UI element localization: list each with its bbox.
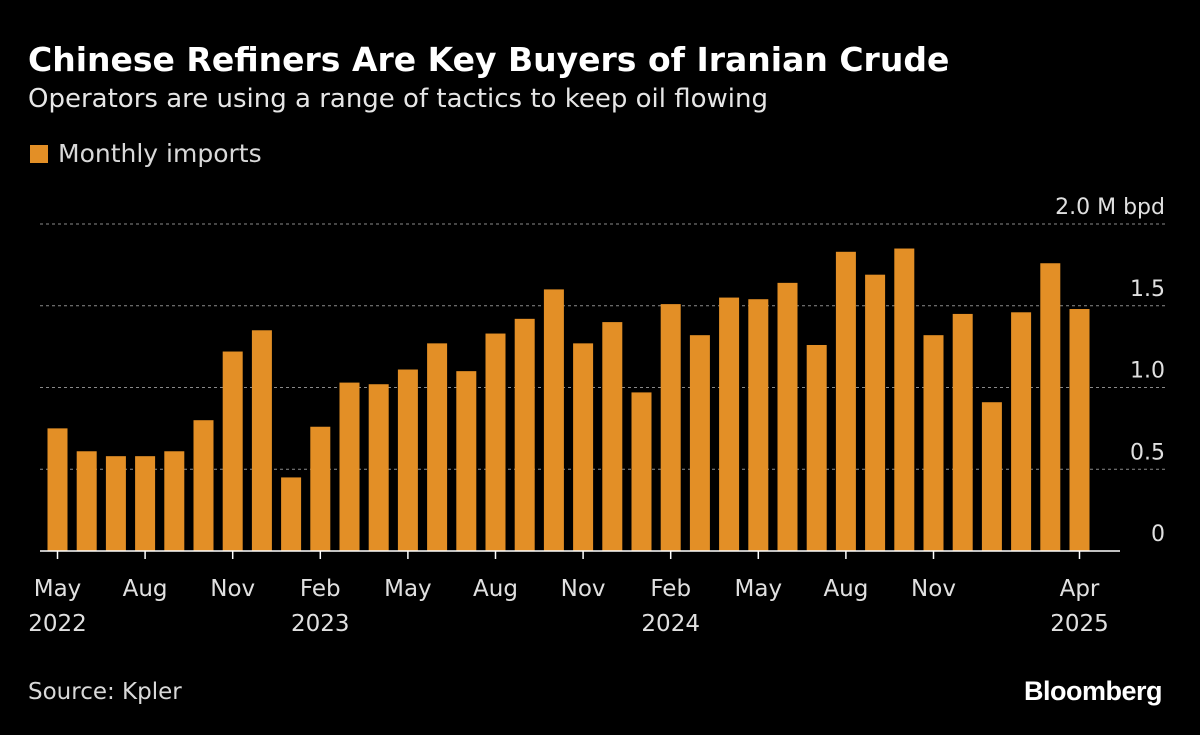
x-tick-label: Aug <box>473 576 518 602</box>
bar-2023-11 <box>573 343 594 551</box>
chart-subtitle: Operators are using a range of tactics t… <box>28 84 768 114</box>
bar-2024-05 <box>748 299 769 551</box>
x-tick-label: May <box>34 576 82 602</box>
chart-legend: Monthly imports <box>30 139 262 168</box>
bar-2022-08 <box>135 456 156 551</box>
x-tick-label: Apr <box>1060 576 1100 602</box>
y-tick-label: 0 <box>1151 522 1165 547</box>
bar-2023-02 <box>310 426 331 551</box>
y-tick-label: 1.5 <box>1130 277 1165 302</box>
bar-2024-07 <box>806 344 827 551</box>
bar-2023-03 <box>339 382 360 551</box>
bar-2025-01 <box>981 402 1002 551</box>
bar-2025-04 <box>1069 309 1090 551</box>
legend-label: Monthly imports <box>58 139 262 168</box>
bar-2024-11 <box>923 335 944 551</box>
bar-2022-07 <box>105 456 126 551</box>
bar-2022-10 <box>193 420 214 551</box>
x-tick-label: Nov <box>561 576 606 602</box>
x-tick-label: Nov <box>210 576 255 602</box>
bar-2022-05 <box>47 428 68 551</box>
bar-2023-12 <box>602 322 623 551</box>
y-tick-label: 1.0 <box>1130 359 1165 384</box>
bar-2024-09 <box>865 274 886 551</box>
chart-title: Chinese Refiners Are Key Buyers of Irani… <box>28 40 950 79</box>
bar-2022-06 <box>76 451 97 551</box>
bar-2024-03 <box>689 335 710 551</box>
source-note: Source: Kpler <box>28 679 182 705</box>
x-tick-label: Feb <box>300 576 341 602</box>
x-axis <box>40 550 1120 559</box>
y-axis-labels: 0 0.5 1.0 1.5 2.0 M bpd <box>1055 195 1165 547</box>
bar-2023-04 <box>368 384 389 551</box>
x-axis-labels: May 2022 Aug Nov Feb 2023 May Aug Nov Feb 2024 May A… <box>28 576 1109 637</box>
bars <box>47 248 1090 552</box>
bar-2023-05 <box>397 369 418 551</box>
bar-2024-12 <box>952 313 973 551</box>
x-tick-label: Feb <box>650 576 691 602</box>
bar-2023-01 <box>281 477 302 551</box>
x-tick-label: Nov <box>911 576 956 602</box>
x-tick-year-label: 2023 <box>291 611 350 637</box>
y-tick-label: 0.5 <box>1130 440 1165 465</box>
bar-2022-11 <box>222 351 243 551</box>
bar-2025-02 <box>1011 312 1032 551</box>
bar-2024-08 <box>835 251 856 552</box>
bar-2023-10 <box>543 289 564 551</box>
bar-2022-12 <box>251 330 272 551</box>
bloomberg-logo: Bloomberg <box>1023 676 1163 706</box>
legend-swatch <box>30 144 48 163</box>
bar-2025-03 <box>1040 263 1061 551</box>
x-tick-label: Aug <box>123 576 168 602</box>
y-tick-label: 2.0 M bpd <box>1055 195 1165 220</box>
bar-2023-07 <box>456 371 477 551</box>
x-tick-year-label: 2024 <box>641 611 700 637</box>
x-tick-label: Aug <box>823 576 868 602</box>
bar-2024-02 <box>660 304 681 551</box>
x-tick-label: May <box>384 576 432 602</box>
bar-2024-06 <box>777 282 798 551</box>
bar-2022-09 <box>164 451 185 551</box>
bar-2023-06 <box>427 343 448 551</box>
x-tick-label: May <box>735 576 783 602</box>
bar-2024-04 <box>719 297 740 551</box>
bar-2023-08 <box>485 333 506 551</box>
x-tick-year-label: 2025 <box>1050 611 1109 637</box>
bar-2024-10 <box>894 248 915 551</box>
bar-2023-09 <box>514 318 535 551</box>
bar-2024-01 <box>631 392 652 551</box>
x-tick-year-label: 2022 <box>28 611 87 637</box>
